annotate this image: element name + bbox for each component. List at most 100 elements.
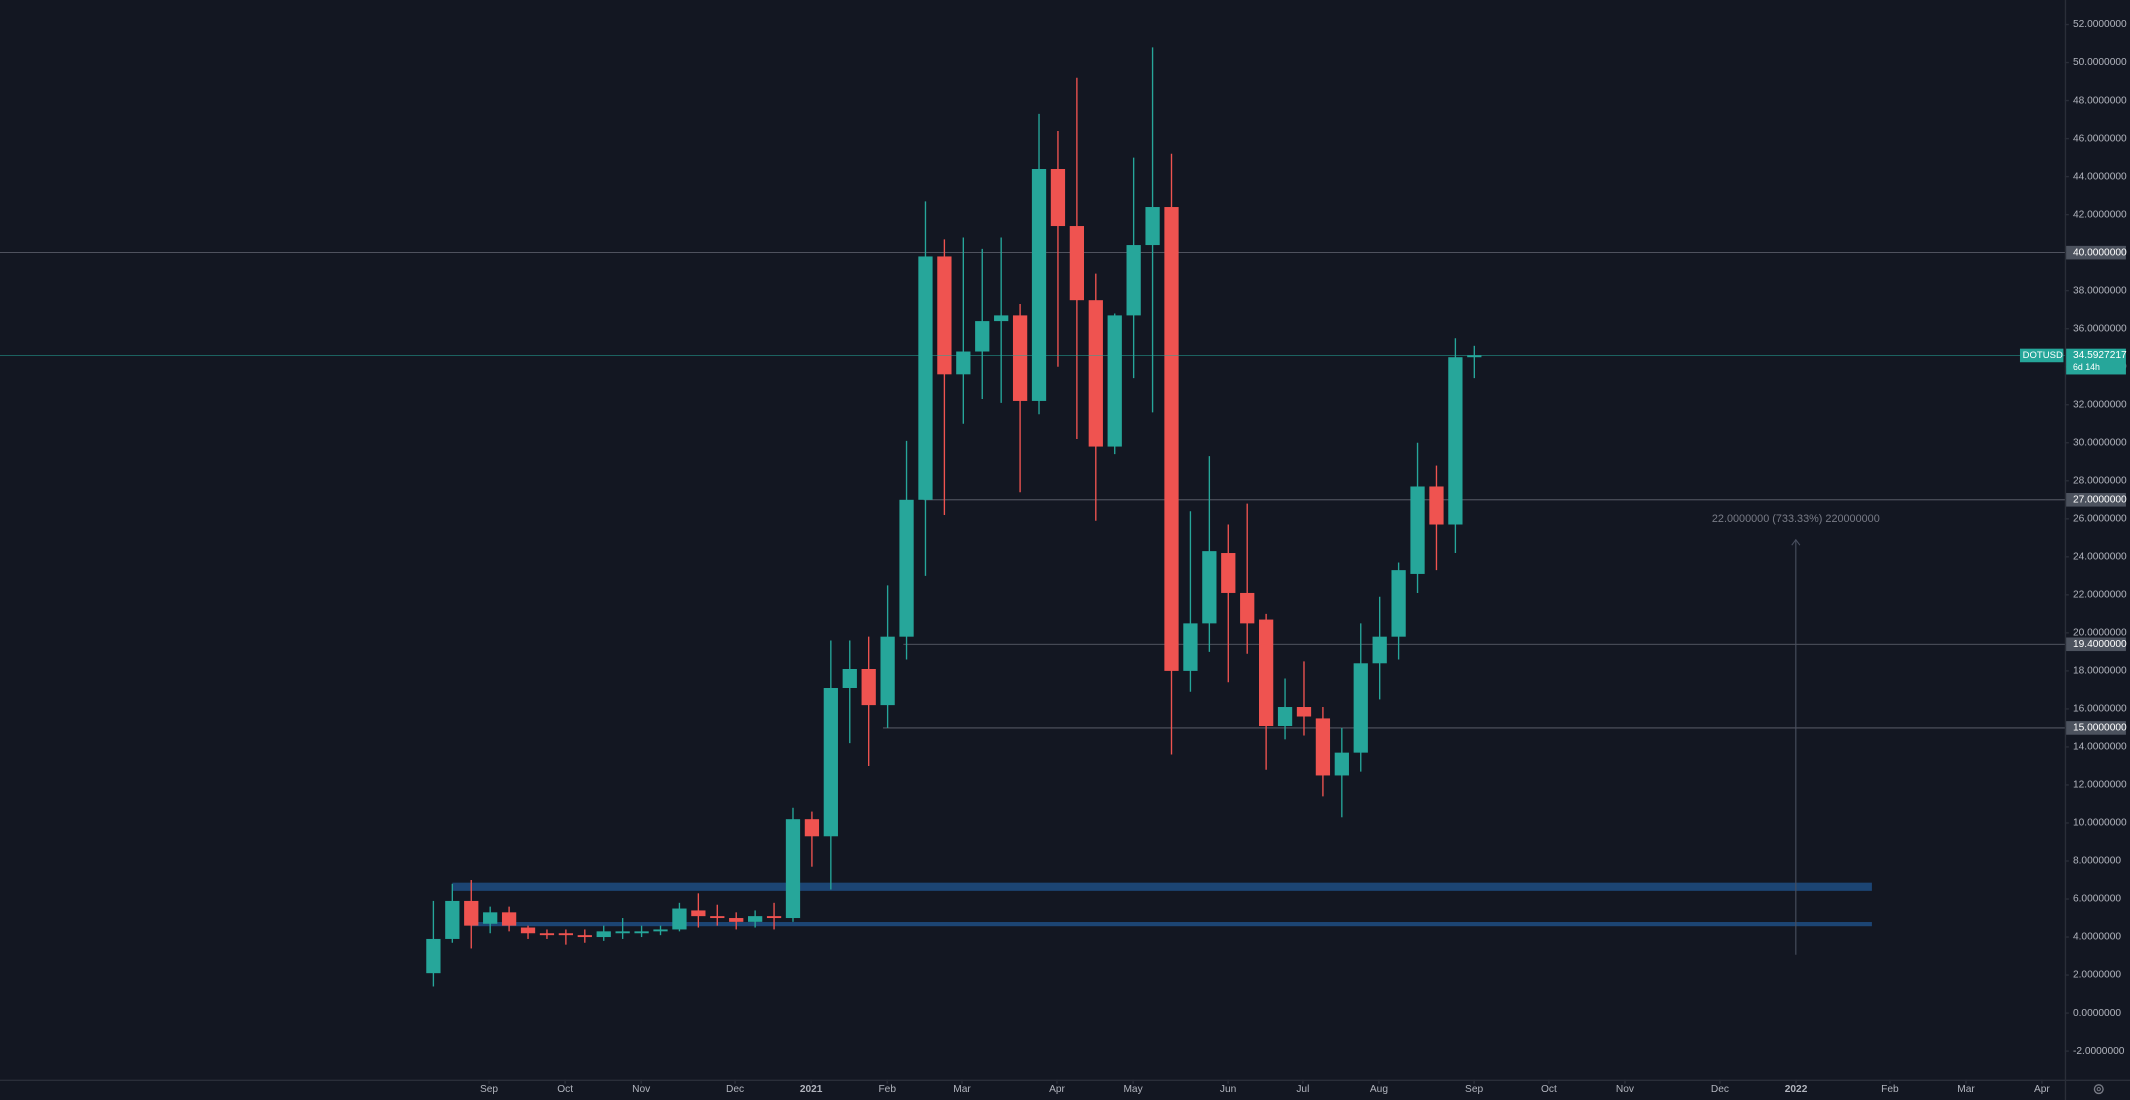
y-tick-label: 10.0000000 — [2073, 818, 2127, 829]
x-tick-label: Oct — [557, 1084, 573, 1095]
y-tick-label: 4.0000000 — [2073, 932, 2121, 943]
y-tick-label: 26.0000000 — [2073, 513, 2127, 524]
y-tick-label: 32.0000000 — [2073, 399, 2127, 410]
y-tick-label: 50.0000000 — [2073, 57, 2127, 68]
candle-body — [501, 912, 517, 926]
candle-body — [880, 636, 895, 706]
candle-body — [691, 910, 706, 917]
candle-body — [445, 900, 460, 939]
y-tick-label: 52.0000000 — [2073, 19, 2127, 30]
candle-body — [823, 688, 838, 837]
y-tick-label: 2.0000000 — [2073, 970, 2121, 981]
candle-body — [1410, 486, 1425, 574]
level-label: 15.0000000 — [2073, 723, 2127, 734]
candle-body — [1391, 570, 1406, 637]
candle-body — [1183, 623, 1198, 671]
x-tick-label: Nov — [1616, 1084, 1635, 1095]
level-label: 19.4000000 — [2073, 639, 2127, 650]
candle-body — [1296, 707, 1312, 717]
candle-body — [1126, 245, 1141, 316]
candle-body — [520, 927, 536, 934]
y-tick-label: 30.0000000 — [2073, 437, 2127, 448]
candle-body — [672, 908, 687, 930]
candle-body — [1031, 169, 1047, 401]
x-tick-label: Jul — [1296, 1084, 1309, 1095]
x-tick-label: Jun — [1220, 1084, 1236, 1095]
candle-body — [842, 668, 857, 689]
x-tick-label: May — [1123, 1084, 1143, 1095]
y-tick-label: 42.0000000 — [2073, 209, 2127, 220]
x-tick-label: Feb — [878, 1084, 896, 1095]
candle-body — [975, 321, 990, 352]
level-label-box — [2066, 493, 2126, 507]
last-price-label: 34.5927217 — [2073, 350, 2127, 361]
x-tick-label: Sep — [1465, 1084, 1483, 1095]
candle-body — [539, 933, 555, 936]
candle-body — [483, 912, 498, 924]
settings-icon[interactable] — [2093, 1084, 2104, 1095]
candle-body — [1069, 226, 1085, 301]
candle-body — [899, 499, 914, 637]
candle-body — [653, 929, 668, 932]
y-tick-label: 0.0000000 — [2073, 1008, 2121, 1019]
y-tick-label: 46.0000000 — [2073, 133, 2127, 144]
candle-body — [710, 916, 725, 919]
x-tick-label: Oct — [1541, 1084, 1557, 1095]
candle-body — [1372, 636, 1387, 664]
y-tick-label: -2.0000000 — [2073, 1046, 2125, 1057]
candle-body — [464, 900, 479, 926]
zone — [471, 922, 1872, 927]
candle-body — [1334, 752, 1349, 776]
x-tick-label: Apr — [2034, 1084, 2050, 1095]
candle-body — [1315, 718, 1331, 776]
candle-body — [1050, 169, 1066, 227]
candle-body — [1467, 355, 1482, 358]
candle-body — [804, 819, 820, 837]
last-price-box — [2066, 348, 2126, 375]
y-tick-label: 20.0000000 — [2073, 628, 2127, 639]
candle-body — [861, 668, 876, 706]
y-tick-label: 24.0000000 — [2073, 552, 2127, 563]
candle-body — [748, 916, 763, 922]
candle-body — [1012, 315, 1028, 401]
y-tick-label: 36.0000000 — [2073, 323, 2127, 334]
y-tick-label: 22.0000000 — [2073, 590, 2127, 601]
x-tick-label: Feb — [1881, 1084, 1899, 1095]
candle-body — [994, 315, 1009, 322]
y-tick-label: 14.0000000 — [2073, 742, 2127, 753]
measure-label: 22.0000000 (733.33%) 220000000 — [1712, 513, 1880, 525]
candle-body — [1145, 207, 1160, 246]
candle-body — [634, 931, 649, 934]
y-tick-label: 38.0000000 — [2073, 285, 2127, 296]
y-tick-label: 18.0000000 — [2073, 666, 2127, 677]
candle-body — [1258, 619, 1274, 727]
candle-body — [426, 938, 441, 974]
candle-body — [1088, 300, 1103, 447]
candle-body — [1277, 707, 1293, 727]
candle-body — [596, 931, 611, 938]
x-tick-label: 2021 — [800, 1084, 823, 1095]
level-label: 27.0000000 — [2073, 494, 2127, 505]
candle-body — [1202, 551, 1217, 624]
candle-body — [1221, 553, 1236, 593]
symbol-label: DOTUSD — [2023, 350, 2063, 361]
x-tick-label: Mar — [953, 1084, 971, 1095]
candle-body — [785, 819, 801, 919]
x-tick-label: Sep — [480, 1084, 498, 1095]
y-tick-label: 6.0000000 — [2073, 894, 2121, 905]
x-tick-label: Dec — [1711, 1084, 1729, 1095]
level-label-box — [2066, 721, 2126, 735]
countdown-label: 6d 14h — [2073, 362, 2100, 372]
x-tick-label: Nov — [632, 1084, 651, 1095]
candle-body — [1448, 357, 1463, 525]
candle-body — [766, 916, 782, 919]
y-tick-label: 16.0000000 — [2073, 704, 2127, 715]
x-tick-label: Aug — [1370, 1084, 1388, 1095]
candle-body — [1107, 315, 1122, 447]
measure-arrow — [1791, 538, 1801, 546]
y-tick-label: 44.0000000 — [2073, 171, 2127, 182]
x-tick-label: Dec — [726, 1084, 744, 1095]
y-tick-label: 48.0000000 — [2073, 95, 2127, 106]
